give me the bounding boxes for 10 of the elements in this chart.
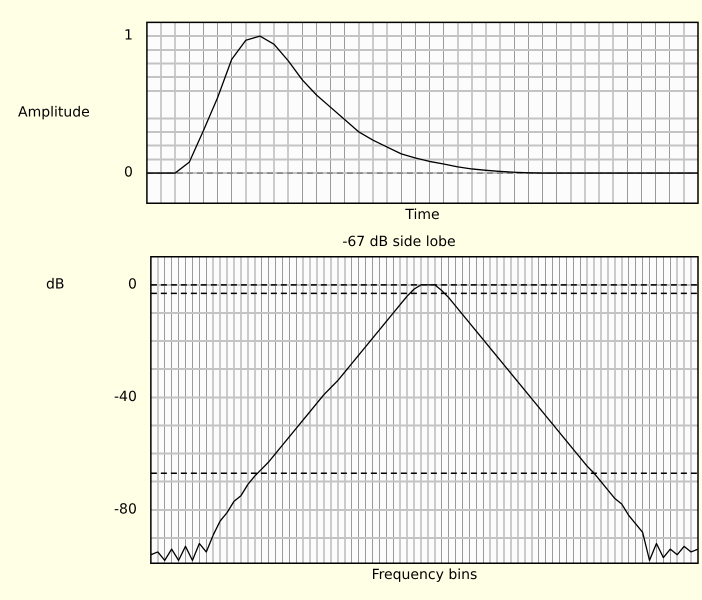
y-tick-label: 0 bbox=[124, 164, 133, 181]
y-tick-label: 1 bbox=[124, 28, 133, 44]
y-tick-label: 0 bbox=[128, 276, 137, 293]
y-tick-label: -40 bbox=[114, 388, 137, 405]
y-axis-title: Amplitude bbox=[18, 104, 90, 120]
chart-title: -67 dB side lobe bbox=[342, 234, 456, 250]
y-tick-label: -80 bbox=[114, 501, 137, 518]
x-axis-title: Frequency bins bbox=[372, 567, 478, 584]
y-axis-title: dB bbox=[46, 276, 64, 293]
x-axis-title: Time bbox=[404, 207, 440, 224]
